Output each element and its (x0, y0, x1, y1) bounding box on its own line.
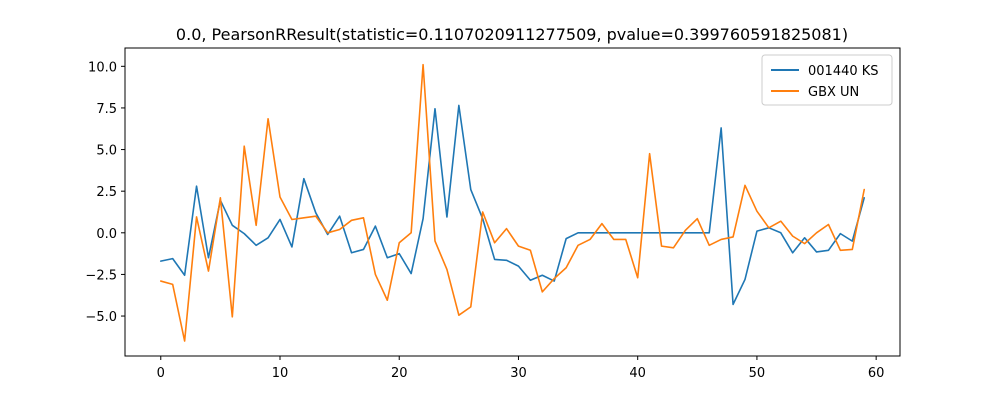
x-tick-label: 30 (510, 366, 527, 381)
legend-box (761, 54, 893, 106)
series-line-1 (159, 104, 866, 306)
x-tick-label: 20 (391, 366, 408, 381)
y-axis: −5.0 −2.5 0.0 2.5 5.0 7.5 10.0 (85, 60, 125, 325)
y-tick-label: −2.5 (85, 268, 117, 283)
y-tick-label: 7.5 (96, 102, 117, 117)
series-layer (159, 63, 866, 342)
y-tick-label: 10.0 (88, 60, 117, 75)
y-tick-label: 5.0 (96, 144, 117, 159)
x-tick-label: 0 (157, 366, 165, 381)
legend-label: GBX UN (808, 85, 859, 100)
x-tick-label: 60 (868, 366, 885, 381)
y-tick-label: 0.0 (96, 227, 117, 242)
x-tick-label: 40 (629, 366, 646, 381)
x-tick-label: 50 (749, 366, 766, 381)
legend: 001440 KS GBX UN (761, 54, 893, 106)
legend-label: 001440 KS (808, 64, 879, 79)
chart-title: 0.0, PearsonRResult(statistic=0.11070209… (176, 25, 848, 44)
y-tick-label: 2.5 (96, 185, 117, 200)
x-axis: 0 10 20 30 40 50 60 (157, 356, 885, 381)
plot-frame (124, 47, 901, 357)
series-line-2 (159, 63, 866, 342)
x-tick-label: 10 (272, 366, 289, 381)
y-tick-label: −5.0 (85, 310, 117, 325)
